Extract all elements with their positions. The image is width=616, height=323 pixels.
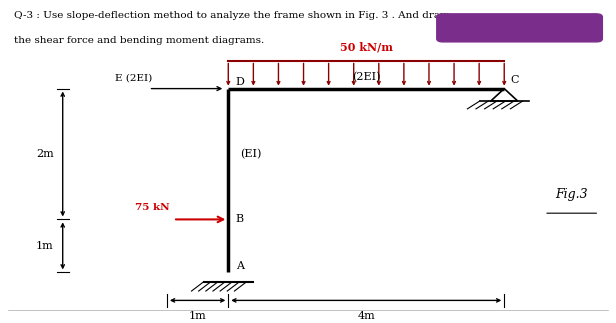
Text: 4m: 4m bbox=[357, 311, 375, 321]
Text: B: B bbox=[236, 214, 244, 224]
Text: Fig.3: Fig.3 bbox=[556, 188, 588, 201]
Text: 2m: 2m bbox=[36, 149, 54, 159]
Text: A: A bbox=[236, 261, 244, 271]
Text: (EI): (EI) bbox=[240, 149, 262, 159]
Text: (2EI): (2EI) bbox=[352, 72, 381, 82]
Text: 50 kN/m: 50 kN/m bbox=[340, 42, 393, 53]
Text: E (2EI): E (2EI) bbox=[115, 73, 152, 82]
Text: Q-3 : Use slope-deflection method to analyze the frame shown in Fig. 3 . And dra: Q-3 : Use slope-deflection method to ana… bbox=[14, 11, 448, 20]
FancyBboxPatch shape bbox=[437, 14, 602, 42]
Text: D: D bbox=[236, 77, 245, 87]
Text: C: C bbox=[511, 76, 519, 86]
Text: 1m: 1m bbox=[36, 241, 54, 251]
Text: 75 kN: 75 kN bbox=[136, 203, 170, 212]
Text: 1m: 1m bbox=[188, 311, 206, 321]
Text: the shear force and bending moment diagrams.: the shear force and bending moment diagr… bbox=[14, 36, 264, 45]
